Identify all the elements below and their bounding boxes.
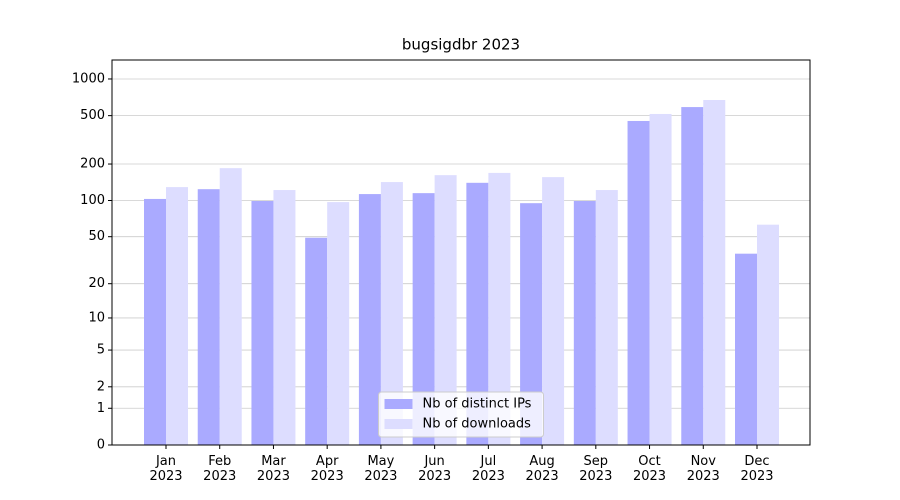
- legend-swatch: [384, 419, 413, 429]
- bar: [573, 201, 596, 445]
- bar: [273, 190, 296, 445]
- bar: [380, 182, 403, 446]
- x-tick-label: Jul 2023: [471, 454, 505, 484]
- bar: [681, 107, 704, 445]
- bar: [219, 168, 242, 445]
- x-tick-label: Apr 2023: [310, 454, 344, 484]
- y-tick-label: 1: [97, 401, 105, 416]
- y-tick-label: 5: [97, 343, 105, 358]
- bar: [542, 177, 565, 445]
- bar: [358, 194, 381, 445]
- x-tick-label: Dec 2023: [740, 454, 774, 484]
- x-tick-label: Jun 2023: [418, 454, 452, 484]
- y-tick-label: 20: [88, 276, 105, 291]
- x-tick-label: Mar 2023: [256, 454, 290, 484]
- bar: [627, 120, 650, 445]
- y-tick-label: 10: [88, 310, 105, 325]
- bar: [466, 182, 489, 446]
- y-tick-label: 50: [88, 229, 105, 244]
- bar: [488, 172, 511, 445]
- y-tick-label: 500: [80, 108, 105, 123]
- chart-title: bugsigdbr 2023: [402, 36, 520, 54]
- legend-label: Nb of downloads: [423, 417, 532, 432]
- x-tick-label: Sep 2023: [579, 454, 613, 484]
- x-tick-label: Feb 2023: [203, 454, 237, 484]
- legend-box: [378, 391, 544, 438]
- bar: [144, 198, 166, 445]
- legend-label: Nb of distinct IPs: [423, 397, 532, 412]
- x-tick-label: Oct 2023: [632, 454, 667, 484]
- y-tick-label: 100: [80, 193, 105, 208]
- bar: [703, 100, 726, 445]
- y-tick-label: 0: [97, 438, 105, 453]
- x-tick-label: Aug 2023: [525, 454, 559, 484]
- plot-frame: [111, 59, 811, 446]
- y-tick-label: 1000: [72, 71, 105, 86]
- x-tick-label: Nov 2023: [686, 454, 720, 484]
- legend: Nb of distinct IPs Nb of downloads: [378, 391, 544, 438]
- bar: [520, 203, 543, 445]
- legend-swatch: [384, 399, 413, 409]
- bar: [166, 187, 188, 445]
- y-tick-label: 200: [80, 157, 105, 172]
- x-tick-label: May 2023: [364, 454, 398, 484]
- bar: [757, 224, 779, 445]
- bar: [434, 175, 457, 445]
- bar: [251, 201, 274, 445]
- bar: [649, 113, 672, 445]
- bar: [305, 237, 328, 445]
- bar: [735, 253, 757, 445]
- x-tick-label: Jan 2023: [149, 454, 183, 484]
- bar: [595, 190, 618, 445]
- bar: [327, 202, 350, 445]
- y-tick-label: 2: [97, 379, 105, 394]
- bar: [197, 189, 220, 445]
- bar: [412, 193, 435, 445]
